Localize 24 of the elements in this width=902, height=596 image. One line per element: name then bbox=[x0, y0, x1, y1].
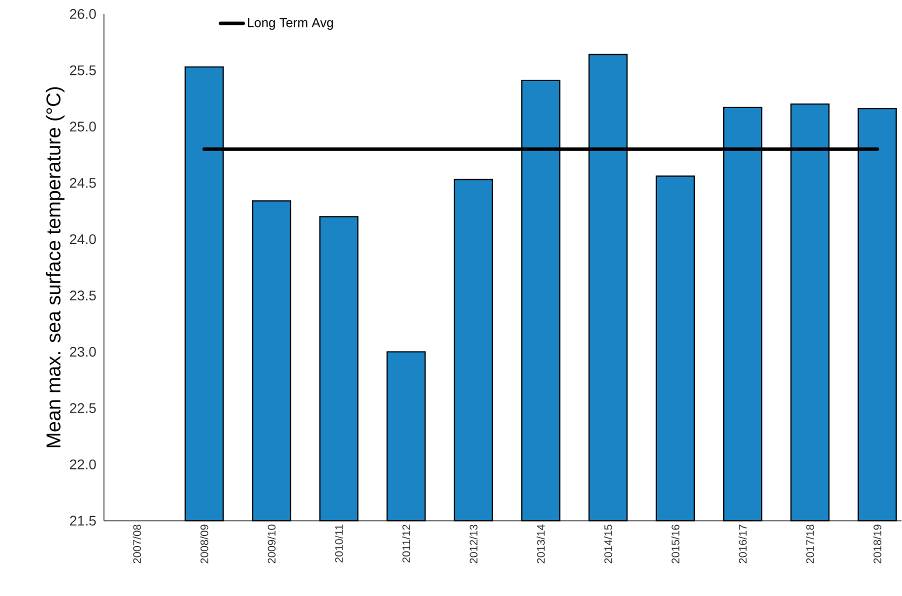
y-tick-label: 24.5 bbox=[70, 178, 96, 188]
y-tick-label: 21.5 bbox=[70, 516, 96, 526]
y-axis-title: Mean max. sea surface temperature (°C) bbox=[46, 87, 64, 448]
x-tick-label: 2011/12 bbox=[402, 524, 410, 563]
y-tick-label: 23.0 bbox=[70, 347, 96, 357]
x-tick-label: 2010/11 bbox=[334, 524, 343, 563]
x-tick-label: 2008/09 bbox=[200, 524, 208, 564]
x-tick-label: 2016/17 bbox=[738, 524, 747, 564]
y-tick-label: 22.5 bbox=[70, 403, 96, 414]
x-tick-label: 2013/14 bbox=[536, 524, 545, 564]
x-tick-label: 2017/18 bbox=[806, 524, 814, 564]
y-tick-label: 23.5 bbox=[70, 290, 96, 301]
y-tick-label: 25.5 bbox=[70, 66, 96, 76]
y-tick-label: 22.0 bbox=[70, 460, 96, 470]
legend-label: Long Term Avg bbox=[248, 18, 333, 30]
x-tick-label: 2007/08 bbox=[132, 524, 141, 564]
y-tick-label: 24.0 bbox=[70, 234, 96, 244]
x-tick-label: 2018/19 bbox=[873, 524, 882, 564]
y-tick-label: 26.0 bbox=[70, 9, 96, 20]
x-tick-label: 2014/15 bbox=[604, 524, 612, 564]
x-tick-label: 2015/16 bbox=[671, 524, 680, 564]
x-tick-label: 2012/13 bbox=[469, 524, 478, 564]
y-tick-label: 25.0 bbox=[70, 122, 96, 132]
x-tick-label: 2009/10 bbox=[268, 524, 276, 564]
